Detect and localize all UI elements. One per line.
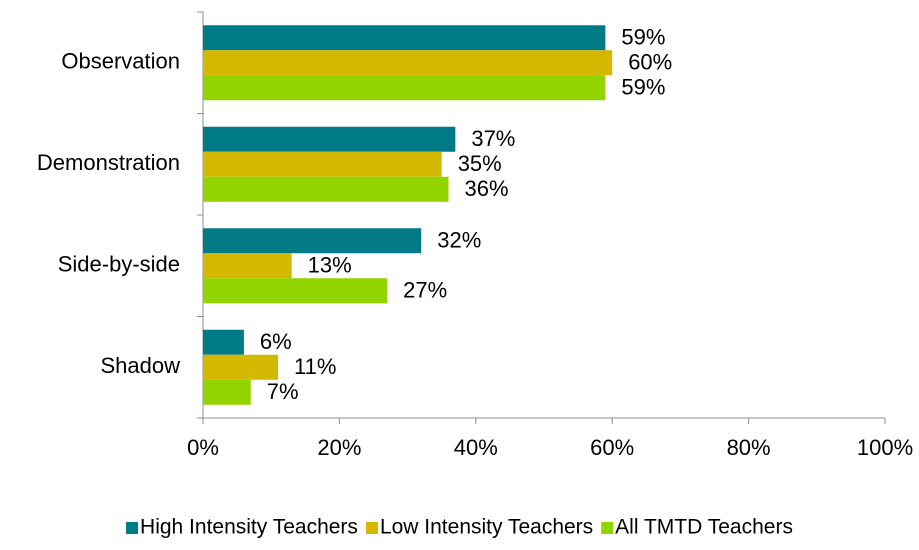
bar: [203, 25, 606, 51]
bar: [203, 151, 442, 177]
y-tick-label: Demonstration: [37, 150, 180, 175]
data-label: 59%: [621, 25, 665, 50]
bar: [203, 176, 449, 202]
data-label: 7%: [267, 379, 299, 404]
data-label: 11%: [294, 354, 336, 379]
legend-label: Low Intensity Teachers: [380, 516, 593, 539]
data-label: 27%: [403, 278, 447, 303]
legend-swatch: [601, 522, 614, 534]
data-label: 36%: [465, 176, 509, 201]
y-tick-label: Side-by-side: [58, 252, 180, 277]
bar: [203, 50, 613, 76]
x-tick-label: 0%: [187, 435, 219, 460]
bar: [203, 379, 251, 405]
bar: [203, 126, 456, 152]
bar: [203, 278, 388, 304]
legend-label: High Intensity Teachers: [140, 516, 358, 539]
bar: [203, 75, 606, 101]
y-tick-label: Shadow: [100, 353, 180, 378]
data-label: 13%: [308, 253, 352, 278]
bar: [203, 354, 279, 380]
x-tick-label: 100%: [857, 435, 913, 460]
data-label: 59%: [621, 75, 665, 100]
x-tick-label: 80%: [727, 435, 771, 460]
bar: [203, 329, 244, 355]
legend-swatch: [365, 522, 378, 534]
data-label: 32%: [437, 228, 481, 253]
legend-label: All TMTD Teachers: [615, 516, 793, 539]
data-label: 6%: [260, 329, 292, 354]
bar: [203, 253, 292, 279]
data-label: 60%: [628, 50, 672, 75]
bar: [203, 228, 422, 254]
x-tick-label: 20%: [317, 435, 361, 460]
x-tick-label: 60%: [590, 435, 634, 460]
y-tick-label: Observation: [61, 49, 180, 74]
legend-swatch: [126, 522, 139, 534]
data-label: 37%: [471, 126, 515, 151]
x-tick-label: 40%: [454, 435, 498, 460]
data-label: 35%: [458, 151, 502, 176]
